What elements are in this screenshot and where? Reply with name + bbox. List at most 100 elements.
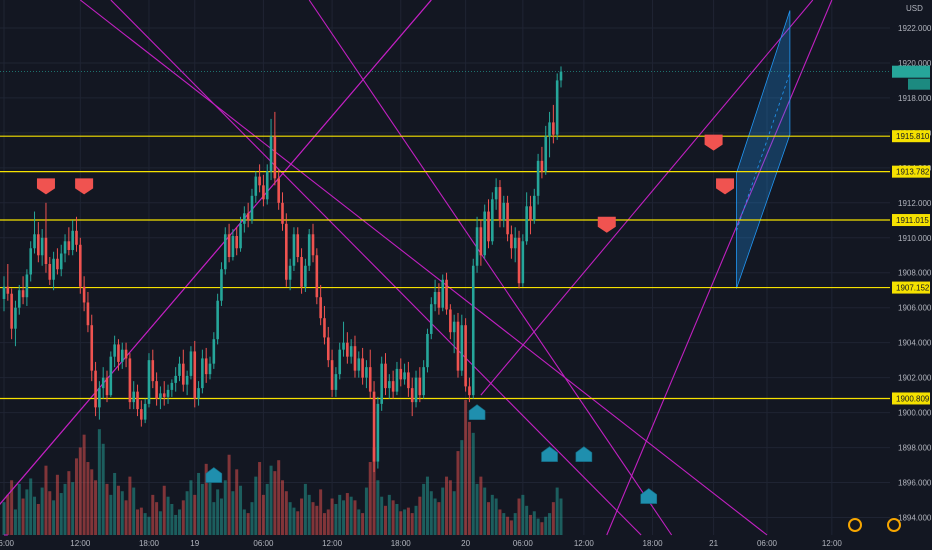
level-price-label: 1911.015 <box>896 216 929 225</box>
volume-bar <box>551 502 555 535</box>
volume-bar <box>193 494 197 535</box>
candle-body <box>330 360 334 390</box>
price-axis[interactable]: USD 1894.000 1896.000 1898.000 1900.000 1902… <box>890 0 932 550</box>
candle-body <box>174 375 177 383</box>
volume-bar <box>418 496 422 535</box>
volume-bar <box>483 487 487 535</box>
level-price-label: 1915.810 <box>896 132 930 141</box>
candle-body <box>44 237 48 265</box>
candle-body <box>235 236 239 249</box>
candle-body <box>323 318 326 338</box>
volume-bar <box>177 509 181 535</box>
candle-body <box>147 360 151 404</box>
channel-midline[interactable] <box>736 72 791 231</box>
trend-line[interactable] <box>110 0 642 536</box>
volume-bar <box>517 498 521 535</box>
candle-body <box>494 187 498 200</box>
volume-bar <box>425 476 429 535</box>
candle-body <box>532 195 536 221</box>
volume-bar <box>311 502 315 535</box>
candle-body <box>483 211 486 256</box>
volume-bar <box>513 513 517 535</box>
trend-line[interactable] <box>79 0 768 536</box>
candle-body <box>365 367 368 378</box>
price-tick-label: 1900.000 <box>898 409 932 418</box>
buy-signal-marker <box>640 488 658 504</box>
candle-body <box>75 230 78 245</box>
volume-bar <box>33 496 37 535</box>
candle-body <box>140 409 143 420</box>
settings-icon[interactable] <box>848 518 862 532</box>
grid-lines <box>0 0 890 535</box>
time-tick-label: 06:00 <box>757 539 778 548</box>
buy-signal-marker <box>575 446 593 462</box>
price-tick-label: 1902.000 <box>898 374 932 383</box>
trend-line[interactable] <box>0 0 432 535</box>
time-tick-label: 18:00 <box>391 539 412 548</box>
candle-body <box>132 391 136 403</box>
candle-body <box>536 160 540 196</box>
volume-bar <box>128 476 132 535</box>
candle-body <box>216 300 219 340</box>
candle-body <box>273 136 277 179</box>
candle-body <box>10 293 13 329</box>
volume-bar <box>254 476 258 535</box>
candle-body <box>14 307 17 329</box>
candle-body <box>479 227 483 256</box>
candle-body <box>395 368 399 392</box>
price-tick-label: 1922.000 <box>898 24 932 33</box>
candle-body <box>319 297 322 319</box>
signal-markers <box>36 134 735 504</box>
volume-bar <box>433 498 437 535</box>
trend-lines[interactable] <box>0 0 833 536</box>
volume-bar <box>143 513 147 535</box>
volume-bar <box>239 485 243 535</box>
candle-body <box>353 346 357 371</box>
volume-bar <box>384 505 387 535</box>
volume-bar <box>528 514 532 535</box>
candle-body <box>334 374 338 390</box>
candle-body <box>56 258 59 270</box>
candle-body <box>342 342 345 350</box>
candle-body <box>98 388 101 408</box>
candle-body <box>380 363 383 404</box>
candle-body <box>159 393 162 399</box>
trend-line[interactable] <box>480 0 814 396</box>
volume-bar <box>139 507 143 535</box>
volume-bar <box>242 509 246 535</box>
regression-channel[interactable] <box>736 10 791 289</box>
volume-bar <box>300 498 304 535</box>
price-tick-label: 1906.000 <box>898 304 932 313</box>
volume-bar <box>315 505 319 535</box>
volume-bar <box>452 491 456 535</box>
price-tick-label: 1898.000 <box>898 444 932 453</box>
volume-bar <box>120 491 124 535</box>
candle-body <box>2 286 6 299</box>
volume-bar <box>490 494 494 535</box>
auto-scale-icon[interactable] <box>887 518 901 532</box>
volume-bar <box>2 502 6 535</box>
volume-bar <box>246 513 250 535</box>
volume-bar <box>448 480 452 535</box>
candle-body <box>117 344 120 362</box>
volume-bar <box>90 469 94 535</box>
trend-line[interactable] <box>308 0 673 536</box>
volume-bar <box>17 483 21 535</box>
volume-bar <box>326 509 330 535</box>
time-tick-label: 12:00 <box>322 539 343 548</box>
volume-bar <box>532 511 536 535</box>
volume-bar <box>338 494 342 535</box>
candle-body <box>326 337 330 361</box>
trend-line[interactable] <box>606 0 833 536</box>
candle-body <box>315 255 319 298</box>
candle-body <box>105 377 109 396</box>
volume-bar <box>445 476 449 535</box>
volume-bar <box>250 502 254 535</box>
volume-bar <box>101 443 105 535</box>
volume-bar <box>345 493 349 535</box>
volume-bar <box>441 487 445 535</box>
volume-bar <box>525 505 529 535</box>
candle-body <box>185 375 189 385</box>
channel-fill[interactable] <box>736 10 791 289</box>
